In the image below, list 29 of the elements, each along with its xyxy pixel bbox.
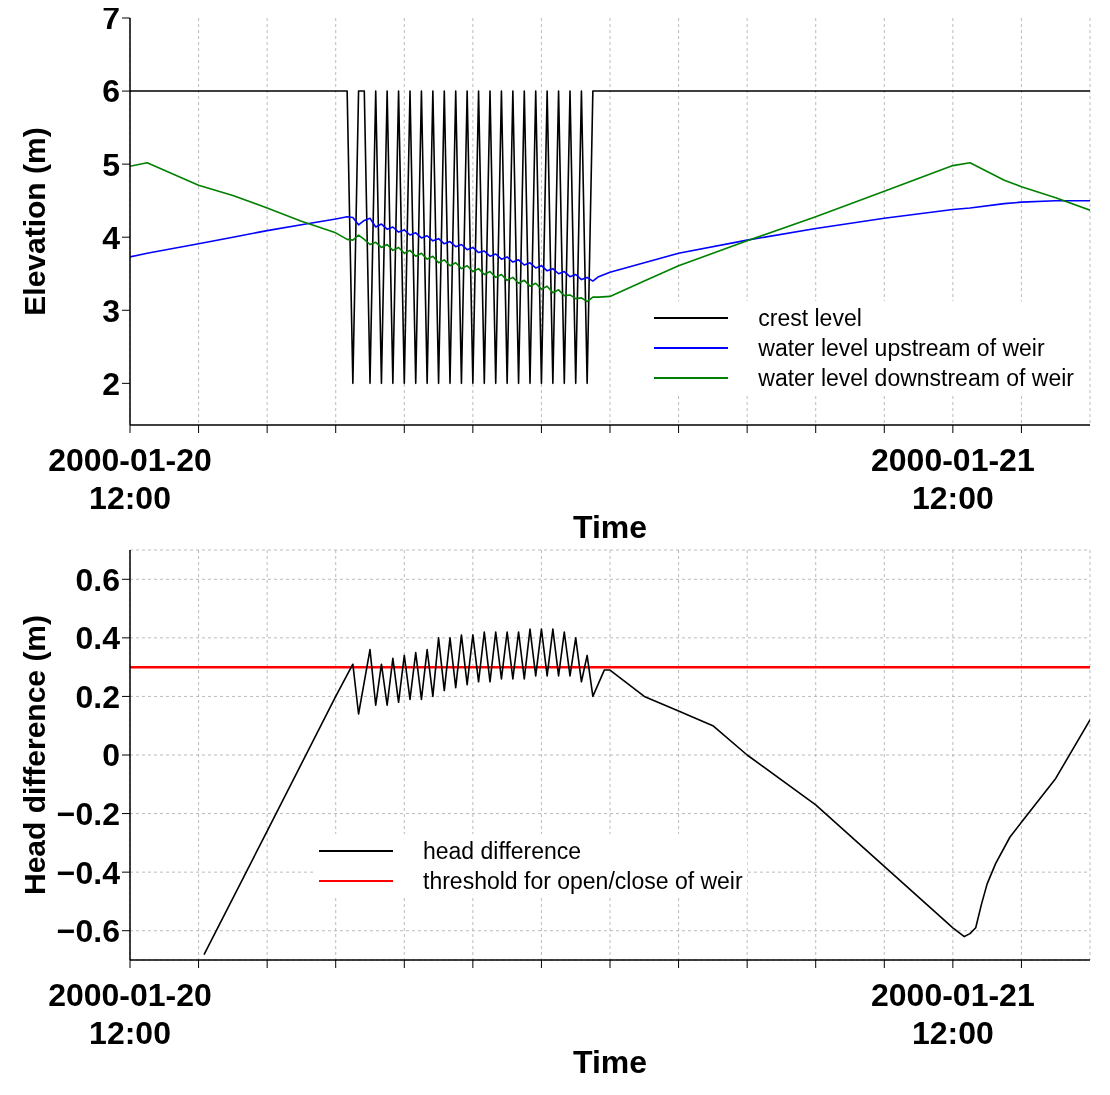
x-axis-title: Time: [572, 509, 648, 545]
y-tick-label: −0.6: [56, 913, 120, 950]
y-tick-label: 2: [102, 365, 120, 402]
x-tick-label: 2000-01-20 12:00: [48, 442, 212, 516]
line-series: [203, 628, 1090, 955]
y-tick-label: 0.6: [75, 561, 120, 598]
y-tick-label: 4: [102, 219, 121, 256]
y-tick-label: 3: [102, 292, 120, 329]
legend-label: head difference: [423, 837, 582, 865]
y-tick-label: 5: [102, 146, 120, 183]
x-tick-label: 2000-01-21 12:00: [871, 977, 1035, 1051]
y-tick-label: 0.2: [75, 678, 120, 715]
y-tick-label: 7: [102, 0, 120, 37]
y-tick-label: 0.4: [75, 620, 121, 657]
legend-label: crest level: [758, 304, 862, 332]
y-tick-label: −0.4: [56, 854, 121, 891]
line-series: [130, 161, 1090, 303]
x-tick-label: 2000-01-21 12:00: [871, 442, 1035, 516]
x-axis-title: Time: [572, 1044, 648, 1080]
legend-label: water level downstream of weir: [758, 364, 1074, 392]
y-tick-label: 6: [102, 73, 120, 110]
y-axis-title: Elevation (m): [17, 127, 51, 316]
y-tick-label: −0.2: [56, 795, 120, 832]
line-series: [130, 199, 1090, 282]
x-tick-label: 2000-01-20 12:00: [48, 977, 212, 1051]
legend-label: threshold for open/close of weir: [423, 867, 743, 895]
y-tick-label: 0: [102, 737, 120, 774]
legend-label: water level upstream of weir: [758, 334, 1045, 362]
y-axis-title: Head difference (m): [17, 614, 51, 896]
